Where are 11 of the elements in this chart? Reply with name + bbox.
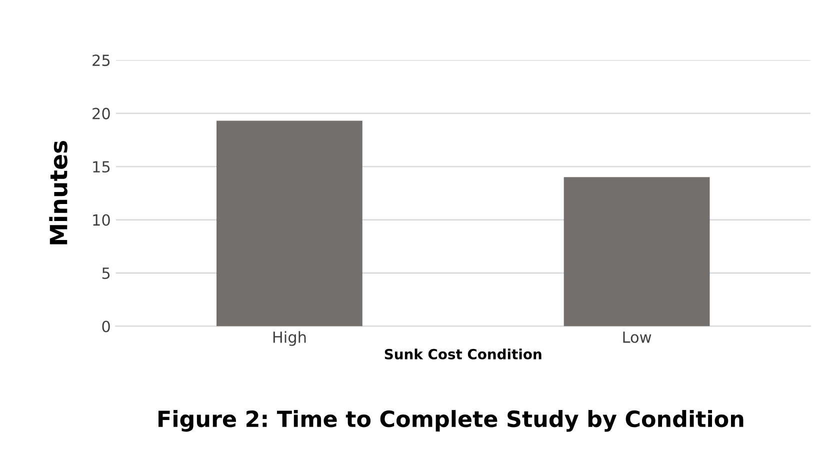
y-tick-label: 0 (102, 320, 110, 332)
text: Figure 2: Time to Complete Study by Condition (158, 410, 744, 432)
y-axis-title: Minutes (49, 140, 68, 244)
y-tick-label: 5 (102, 268, 110, 280)
x-tick-label: Low (623, 332, 652, 343)
x-axis-title: Sunk Cost Condition (384, 348, 542, 360)
y-tick-label: 25 (92, 54, 110, 66)
x-tick-label: High (273, 331, 306, 346)
y-tick-label: 15 (93, 161, 110, 173)
y-tick-label: 10 (93, 214, 110, 226)
y-tick-label: 20 (92, 108, 110, 120)
